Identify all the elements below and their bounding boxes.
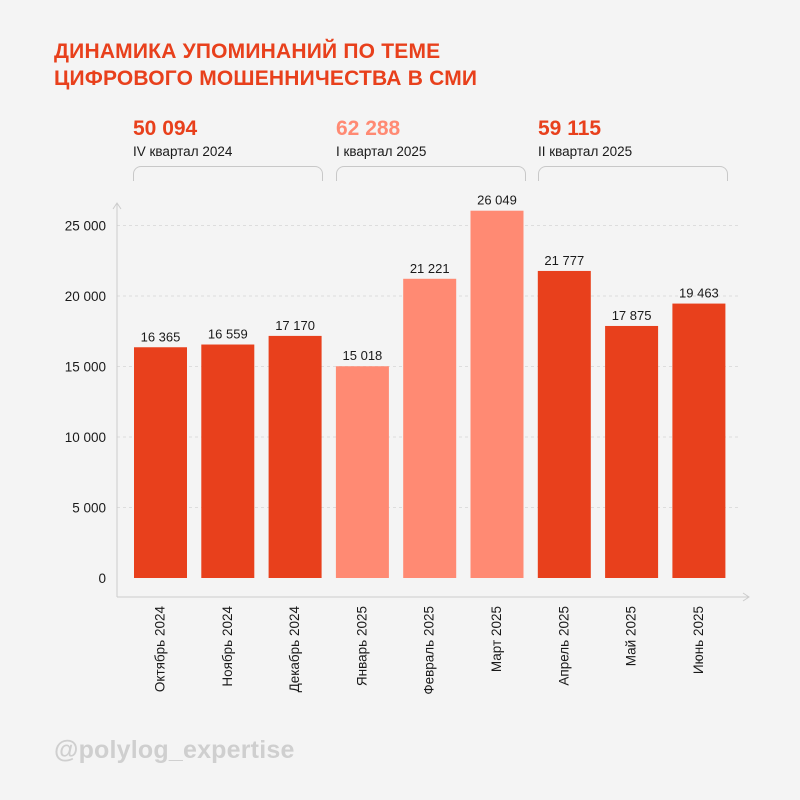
quarter-bracket-q2-2025 <box>538 166 728 181</box>
x-tick-label: Апрель 2025 <box>556 606 571 686</box>
bar-value-label: 17 170 <box>275 318 315 333</box>
quarter-bracket-q1-2025 <box>336 166 526 181</box>
y-tick-label: 20 000 <box>65 289 106 304</box>
x-tick-label: Май 2025 <box>624 606 639 666</box>
x-tick-label: Март 2025 <box>489 606 504 672</box>
quarter-summary-q2-2025: 59 115 II квартал 2025 <box>538 117 632 159</box>
quarter-total: 50 094 <box>133 117 198 140</box>
x-tick-label: Декабрь 2024 <box>287 606 302 693</box>
y-tick-label: 25 000 <box>65 219 106 234</box>
bar <box>403 278 457 578</box>
x-tick-label: Ноябрь 2024 <box>220 606 235 687</box>
quarter-label: II квартал 2025 <box>538 144 633 159</box>
bar-value-label: 17 875 <box>612 308 652 323</box>
x-tick-label: Июнь 2025 <box>691 606 706 674</box>
bar <box>537 270 591 578</box>
bar-value-label: 21 221 <box>410 261 450 276</box>
quarter-summary-q1-2025: 62 288 I квартал 2025 <box>336 117 426 159</box>
watermark: @polylog_expertise <box>54 736 295 764</box>
bar-value-label: 16 365 <box>141 329 181 344</box>
bar-value-label: 21 777 <box>544 253 584 268</box>
bar-value-label: 26 049 <box>477 193 517 208</box>
bar-value-label: 19 463 <box>679 286 719 301</box>
x-tick-label: Январь 2025 <box>354 606 369 686</box>
bar <box>672 303 726 578</box>
x-tick-label: Октябрь 2024 <box>153 606 168 693</box>
y-tick-label: 15 000 <box>65 360 106 375</box>
x-axis-arrow <box>742 592 750 602</box>
quarter-label: IV квартал 2024 <box>133 144 233 159</box>
y-tick-label: 10 000 <box>65 430 106 445</box>
bar <box>335 366 389 578</box>
bar-value-label: 16 559 <box>208 327 248 342</box>
bar <box>470 210 524 578</box>
quarter-total: 62 288 <box>336 117 401 140</box>
quarter-summary-q4-2024: 50 094 IV квартал 2024 <box>133 117 232 159</box>
y-tick-label: 0 <box>98 571 106 586</box>
quarter-bracket-q4-2024 <box>133 166 323 181</box>
title-line-2: ЦИФРОВОГО МОШЕННИЧЕСТВА В СМИ <box>54 67 478 90</box>
chart-title: ДИНАМИКА УПОМИНАНИЙ ПО ТЕМЕ ЦИФРОВОГО МО… <box>54 38 477 92</box>
bar <box>134 347 187 578</box>
bar <box>268 335 322 578</box>
bar <box>201 344 255 578</box>
bar-value-label: 15 018 <box>343 348 383 363</box>
y-tick-label: 5 000 <box>72 501 106 516</box>
x-tick-label: Февраль 2025 <box>422 606 437 695</box>
y-axis-arrow <box>112 202 122 210</box>
bar <box>605 325 659 578</box>
quarter-label: I квартал 2025 <box>336 144 427 159</box>
quarter-total: 59 115 <box>538 117 602 140</box>
title-line-1: ДИНАМИКА УПОМИНАНИЙ ПО ТЕМЕ <box>54 40 441 63</box>
